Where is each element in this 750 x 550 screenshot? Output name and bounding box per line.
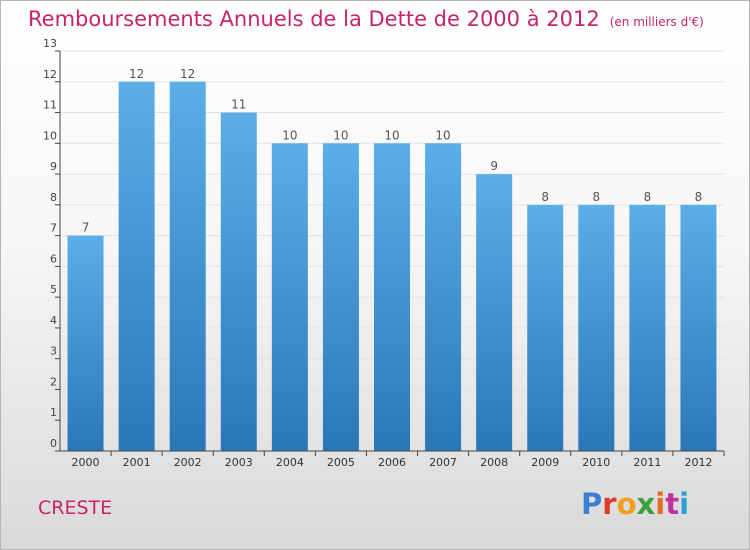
y-tick-label: 1 (50, 406, 57, 419)
y-tick-label: 2 (50, 375, 57, 388)
bar-value-label: 10 (333, 128, 348, 142)
bar-value-label: 12 (129, 67, 144, 81)
x-tick-label: 2007 (429, 456, 457, 469)
bar (67, 235, 104, 451)
bar (527, 204, 564, 451)
logo-letter: r (602, 487, 617, 521)
y-tick-label: 3 (50, 345, 57, 358)
bar (169, 81, 206, 452)
x-tick-label: 2010 (582, 456, 610, 469)
bar (271, 143, 308, 452)
chart-title-row: Remboursements Annuels de la Dette de 20… (28, 7, 704, 31)
bar (629, 204, 666, 451)
logo-letter: t (665, 487, 680, 521)
x-tick-label: 2008 (480, 456, 508, 469)
y-tick-label: 5 (50, 283, 57, 296)
bar (476, 174, 513, 452)
y-tick-label: 13 (43, 37, 57, 50)
x-tick-label: 2004 (276, 456, 304, 469)
bar (220, 112, 257, 452)
x-tick-label: 2002 (174, 456, 202, 469)
logo-letter: i (679, 487, 690, 521)
x-tick-label: 2003 (225, 456, 253, 469)
y-tick-label: 4 (50, 314, 57, 327)
y-tick-label: 6 (50, 252, 57, 265)
bar-value-label: 9 (490, 159, 498, 173)
bar (374, 143, 410, 452)
chart-title: Remboursements Annuels de la Dette de 20… (28, 7, 600, 31)
bar-value-label: 7 (82, 221, 90, 235)
bar (118, 81, 155, 452)
y-tick-label: 9 (50, 160, 57, 173)
x-tick-label: 2000 (72, 456, 100, 469)
logo-letter: o (616, 487, 637, 521)
y-tick-label: 0 (50, 437, 57, 450)
x-tick-label: 2011 (633, 456, 661, 469)
bar (425, 143, 462, 452)
bar-value-label: 12 (180, 67, 195, 81)
logo-letter: i (655, 487, 666, 521)
commune-name: CRESTE (38, 497, 113, 519)
bar-value-label: 11 (231, 98, 246, 112)
bar-layer: 7 12 12 11 10 10 10 10 9 8 8 8 8 (67, 67, 717, 452)
x-tick-label: 2009 (531, 456, 559, 469)
y-tick-label: 11 (43, 99, 57, 112)
x-tick-label: 2006 (378, 456, 406, 469)
bar (322, 143, 359, 452)
bar (578, 204, 615, 451)
bar-value-label: 8 (592, 190, 600, 204)
y-tick-label: 10 (43, 129, 57, 142)
logo-letter: P (581, 487, 603, 521)
y-tick-label: 7 (50, 222, 57, 235)
chart-unit-note: (en milliers d'€) (609, 15, 704, 29)
bar-value-label: 8 (541, 190, 549, 204)
bar (680, 204, 717, 451)
y-tick-label: 12 (43, 68, 57, 81)
bar-value-label: 10 (435, 128, 450, 142)
x-tick-label: 2012 (684, 456, 712, 469)
bar-value-label: 10 (384, 128, 399, 142)
y-tick-label: 8 (50, 191, 57, 204)
proxiti-logo: Proxiti (581, 487, 689, 521)
logo-letter: x (636, 487, 656, 521)
bar-value-label: 10 (282, 128, 297, 142)
x-tick-label: 2001 (123, 456, 151, 469)
bar-value-label: 8 (695, 190, 703, 204)
bar-value-label: 8 (644, 190, 652, 204)
x-tick-label: 2005 (327, 456, 355, 469)
